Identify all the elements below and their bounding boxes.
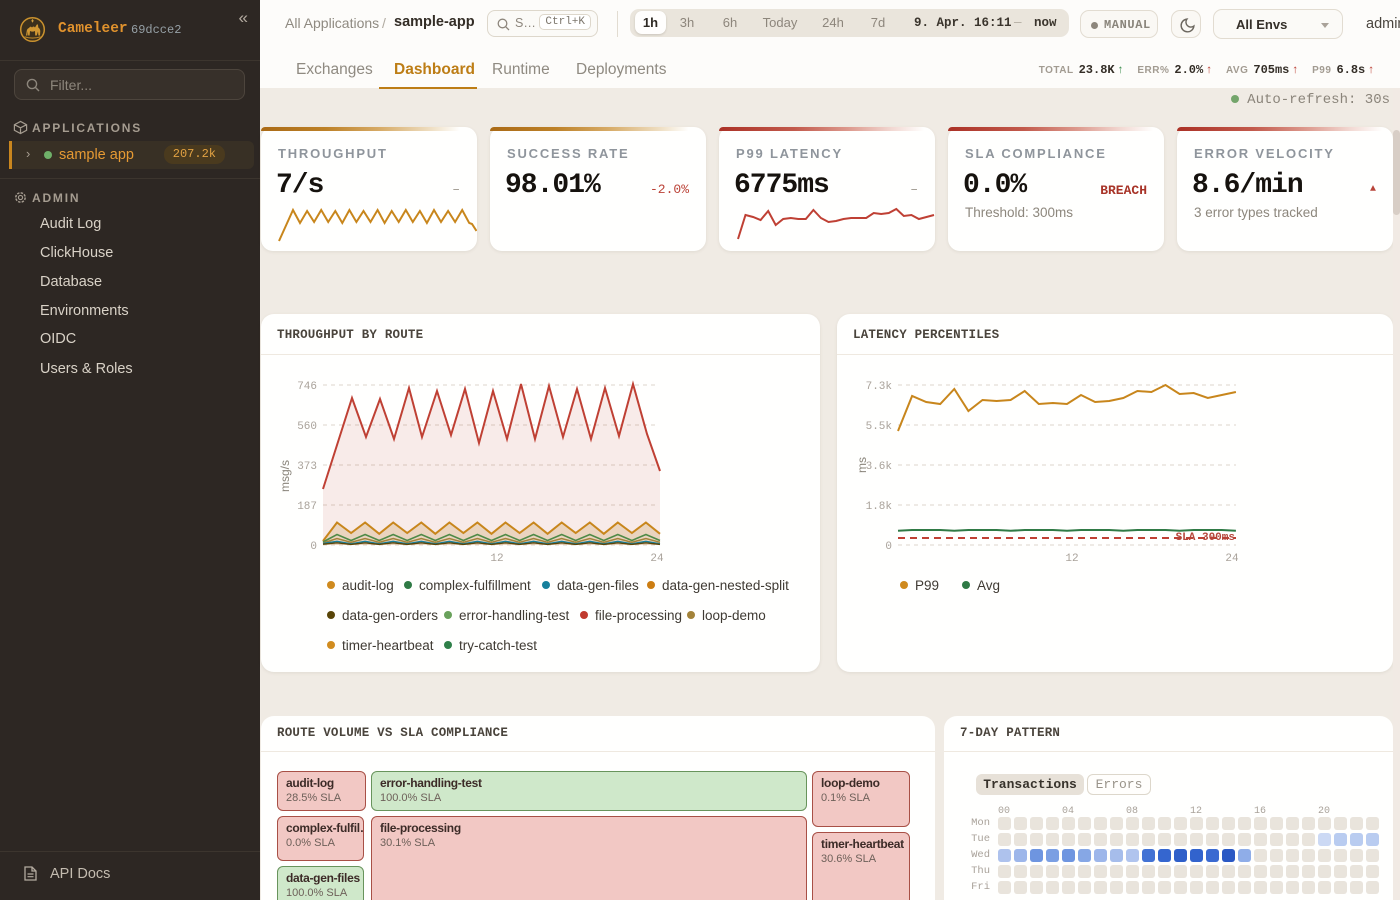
svg-text:msg/s: msg/s xyxy=(278,460,292,492)
svg-text:187: 187 xyxy=(297,501,317,513)
svg-text:7.3k: 7.3k xyxy=(866,381,893,393)
svg-text:560: 560 xyxy=(297,421,317,433)
svg-text:746: 746 xyxy=(297,381,317,393)
svg-text:1.8k: 1.8k xyxy=(866,501,893,513)
svg-text:12: 12 xyxy=(490,553,503,565)
svg-text:24: 24 xyxy=(1225,553,1239,565)
svg-text:5.5k: 5.5k xyxy=(866,421,893,433)
svg-text:373: 373 xyxy=(297,461,317,473)
svg-text:3.6k: 3.6k xyxy=(866,461,893,473)
svg-text:SLA 300ms: SLA 300ms xyxy=(1176,532,1235,544)
svg-text:0: 0 xyxy=(310,541,317,553)
svg-text:0: 0 xyxy=(885,541,892,553)
svg-text:ms: ms xyxy=(855,457,869,473)
svg-text:24: 24 xyxy=(650,553,664,565)
svg-text:12: 12 xyxy=(1065,553,1078,565)
